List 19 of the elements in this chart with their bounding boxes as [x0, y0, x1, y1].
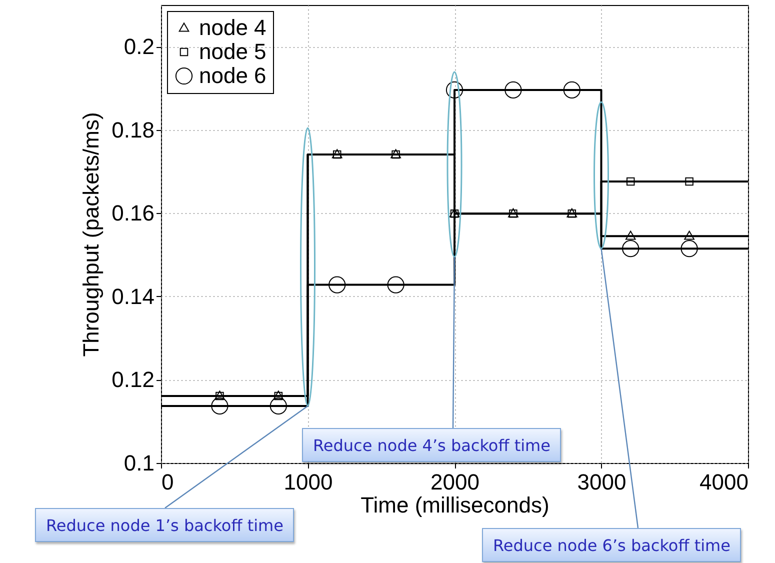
- x-tick-label: 4000: [700, 470, 748, 494]
- legend-label: node 5: [199, 39, 266, 64]
- annotation: Reduce node 6’s backoff time: [482, 528, 742, 562]
- y-tick-label: 0.1: [124, 450, 154, 476]
- y-tick-label: 0.12: [112, 367, 154, 392]
- legend-label: node 6: [199, 63, 266, 88]
- x-axis-title: Time (milliseconds): [360, 492, 550, 518]
- x-tick-label: 0: [162, 470, 174, 494]
- x-tick-label: 2000: [430, 470, 480, 494]
- y-tick-label: 0.18: [112, 117, 154, 142]
- y-axis-title: Throughput (packets/ms): [78, 112, 104, 357]
- x-tick-label: 3000: [577, 470, 626, 494]
- annotation: Reduce node 4’s backoff time: [302, 428, 562, 462]
- annotation: Reduce node 1’s backoff time: [35, 508, 294, 542]
- x-tick-label: 1000: [284, 470, 333, 494]
- y-tick-label: 0.16: [112, 200, 154, 226]
- y-tick-label: 0.2: [124, 34, 154, 60]
- y-tick-label: 0.14: [112, 284, 154, 309]
- legend-label: node 4: [199, 15, 266, 40]
